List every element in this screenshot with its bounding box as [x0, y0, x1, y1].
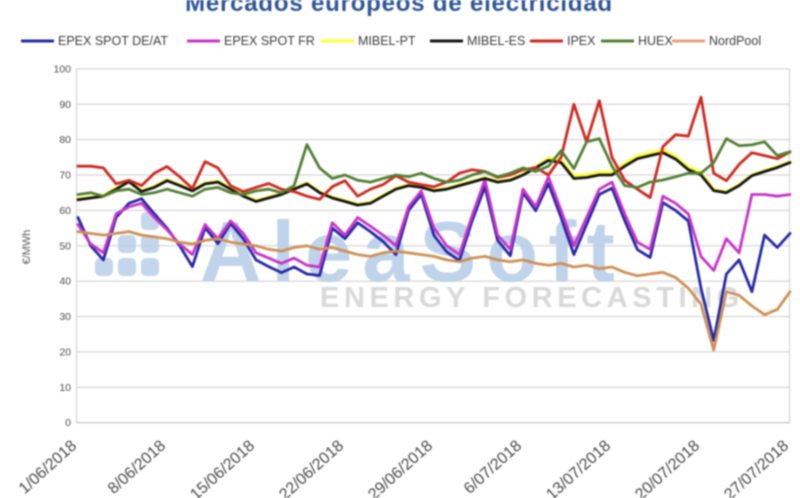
svg-text:20: 20 [59, 347, 71, 359]
svg-text:NordPool: NordPool [709, 34, 761, 48]
svg-text:40: 40 [59, 276, 71, 288]
svg-text:EPEX SPOT FR: EPEX SPOT FR [224, 34, 315, 48]
svg-text:IPEX: IPEX [567, 34, 596, 48]
svg-text:ENERGY FORECASTING: ENERGY FORECASTING [320, 282, 744, 314]
svg-text:60: 60 [59, 205, 71, 217]
svg-text:80: 80 [59, 134, 71, 146]
svg-text:90: 90 [59, 99, 71, 111]
svg-text:MIBEL-ES: MIBEL-ES [467, 34, 525, 48]
svg-text:0: 0 [65, 417, 71, 429]
svg-text:Mercados europeos de electrici: Mercados europeos de electricidad [185, 0, 613, 17]
svg-text:70: 70 [59, 170, 71, 182]
svg-text:50: 50 [59, 240, 71, 252]
svg-text:EPEX SPOT DE/AT: EPEX SPOT DE/AT [58, 34, 168, 48]
svg-text:€/MWh: €/MWh [21, 230, 33, 265]
svg-text:10: 10 [59, 382, 71, 394]
svg-text:HUEX: HUEX [638, 34, 673, 48]
svg-text:30: 30 [59, 311, 71, 323]
svg-text:MIBEL-PT: MIBEL-PT [358, 34, 416, 48]
svg-text:100: 100 [53, 64, 71, 76]
